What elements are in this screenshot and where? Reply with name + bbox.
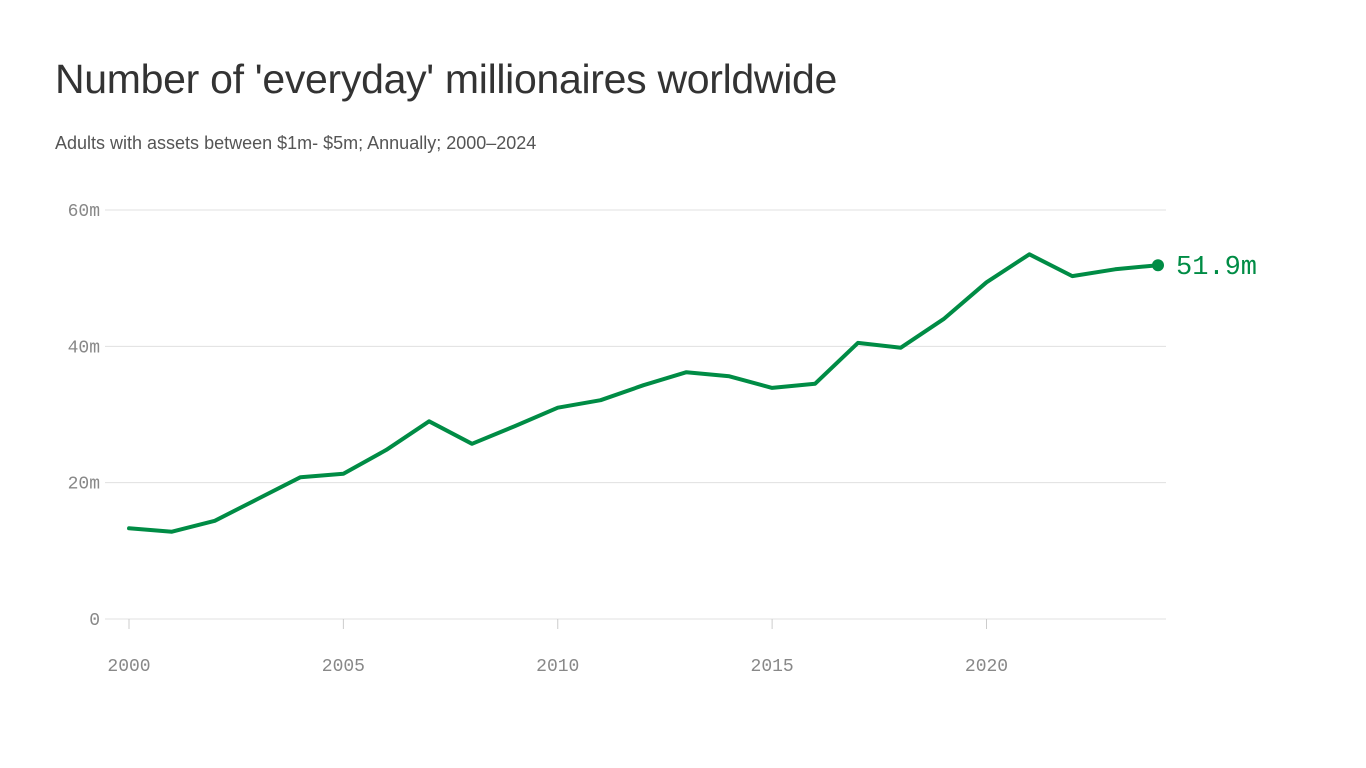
y-tick-label: 20m (68, 475, 100, 495)
y-tick-label: 40m (68, 338, 100, 358)
x-tick-label: 2010 (536, 657, 579, 677)
gridlines (105, 209, 1166, 620)
x-tick-label: 2005 (322, 657, 365, 677)
x-tick-label: 2015 (751, 657, 794, 677)
end-value-label: 51.9m (1176, 253, 1257, 283)
chart-subtitle: Adults with assets between $1m- $5m; Ann… (55, 133, 537, 153)
series-line (127, 252, 1160, 534)
chart-title: Number of 'everyday' millionaires worldw… (55, 56, 838, 102)
x-axis-ticks: 2000 2005 2010 2015 2020 (107, 619, 1008, 677)
x-tick-label: 2020 (965, 657, 1008, 677)
y-tick-label: 0 (89, 611, 100, 631)
end-point-marker (1152, 259, 1164, 272)
x-tick-label: 2000 (107, 657, 150, 677)
y-tick-label: 60m (68, 202, 100, 222)
y-axis-ticks: 0 20m 40m 60m (68, 202, 100, 631)
